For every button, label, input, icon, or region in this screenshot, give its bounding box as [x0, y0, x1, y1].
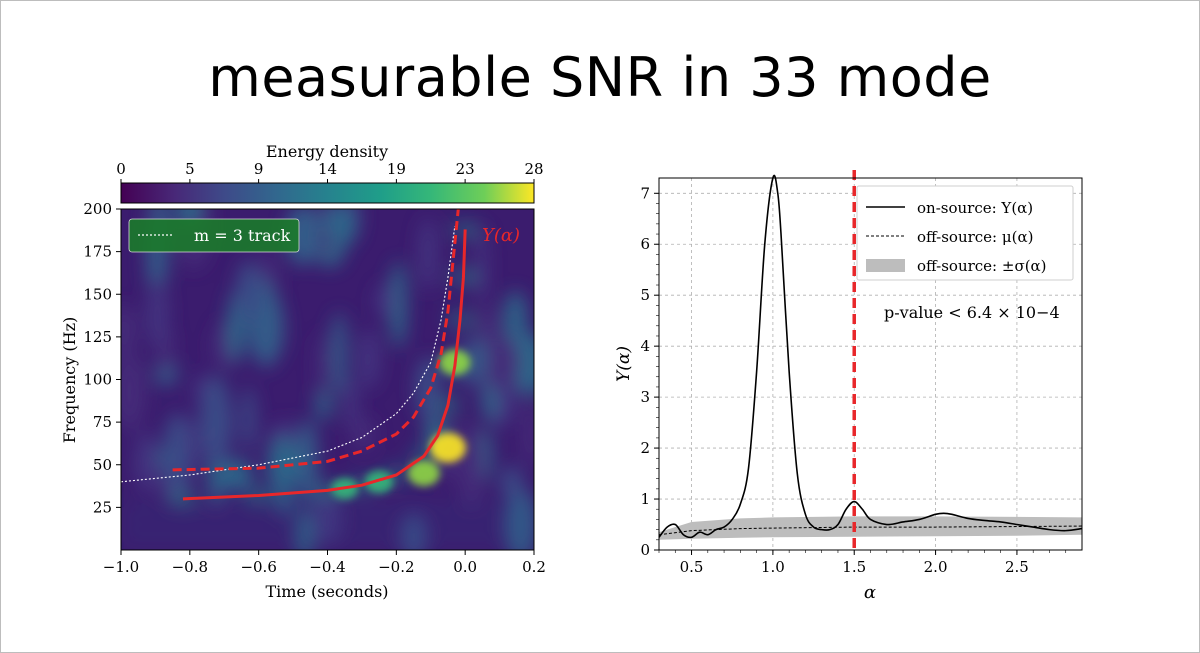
spectrogram-band: [121, 502, 534, 506]
y-alpha-y-label: Y(α): [614, 346, 634, 382]
spectrogram-band: [121, 532, 534, 536]
x-tick-label: −1.0: [103, 558, 139, 576]
y-tick-label: 100: [83, 371, 112, 389]
y-alpha-x-tick-label: 2.5: [1005, 558, 1029, 576]
x-axis-label: Time (seconds): [265, 582, 388, 601]
y-tick-label: 125: [83, 328, 112, 346]
colorbar-tick-label: 5: [185, 160, 195, 178]
spectrogram-chart: Energy density 0 5 9 14 19 23 28 −1.0 −0.8 −0.6 −…: [60, 142, 546, 601]
spectrogram-texture: [199, 380, 233, 466]
y-tick-label: 175: [83, 243, 112, 261]
y-tick-label: 50: [93, 456, 112, 474]
colorbar-tick-label: 9: [254, 160, 264, 178]
y-alpha-solid-track: [182, 229, 467, 501]
colorbar-tick-label: 19: [387, 160, 406, 178]
slide-title: measurable SNR in 33 mode: [208, 46, 992, 109]
y-alpha-x-tick-label: 0.5: [680, 558, 704, 576]
y-alpha-dashed-track: [172, 209, 460, 472]
spectrogram-texture: [522, 399, 534, 468]
y-alpha-x-tick-label: 1.0: [761, 558, 785, 576]
y-alpha-y-tick-label: 3: [640, 388, 650, 406]
legend-box: [128, 218, 300, 253]
spectrogram-texture: [351, 417, 376, 452]
y-alpha-y-tick-label: 2: [640, 439, 650, 457]
y-alpha-x-tick-label: 1.5: [842, 558, 866, 576]
spectrogram-texture: [513, 332, 534, 397]
legend-entry-off-source-mean: off-source: μ(α): [917, 228, 1033, 246]
y-axis-label: Frequency (Hz): [60, 317, 79, 444]
spectrogram-texture: [296, 508, 313, 550]
spectrogram-texture: [146, 278, 169, 348]
on-source-line: [658, 174, 1083, 539]
spectrogram-band: [121, 543, 534, 547]
x-tick-label: −0.4: [309, 558, 345, 576]
spectrogram-texture: [476, 226, 489, 306]
track-annotation: Y(α): [482, 225, 520, 246]
x-tick-label: −0.8: [172, 558, 208, 576]
spectrogram-band: [121, 522, 534, 526]
y-tick-label: 200: [83, 200, 112, 218]
x-tick-label: −0.6: [240, 558, 276, 576]
spectrogram-texture: [486, 335, 520, 390]
y-alpha-x-label: α: [864, 582, 876, 603]
colorbar-label: Energy density: [266, 142, 388, 161]
y-alpha-y-tick-label: 1: [640, 490, 650, 508]
spectrogram-texture: [504, 290, 527, 349]
m3-track-line: [121, 225, 456, 483]
spectrogram-texture: [374, 284, 396, 317]
spectrogram-texture: [121, 352, 146, 432]
colorbar-tick-label: 28: [524, 160, 543, 178]
energy-hotspot: [407, 460, 440, 487]
spectrogram-texture: [358, 328, 380, 390]
energy-hotspot: [364, 470, 394, 494]
x-tick-label: 0.0: [453, 558, 477, 576]
legend-band-marker: [866, 259, 905, 272]
y-tick-label: 25: [93, 498, 112, 516]
y-alpha-y-tick-label: 7: [640, 184, 650, 202]
spectrogram-texture: [418, 216, 438, 291]
legend-entry-off-source-sigma: off-source: ±σ(α): [917, 257, 1047, 275]
y-tick-label: 150: [83, 285, 112, 303]
spectrogram-band: [121, 512, 534, 516]
y-legend-box: [856, 185, 1074, 281]
x-tick-label: −0.2: [378, 558, 414, 576]
y-alpha-y-tick-label: 0: [640, 541, 650, 559]
spectrogram-texture: [390, 261, 407, 349]
off-source-mean-line: [658, 525, 1083, 536]
spectrogram-texture: [483, 383, 498, 422]
spectrogram-texture: [332, 209, 356, 246]
x-tick-label: 0.2: [522, 558, 546, 576]
legend-entry-on-source: on-source: Y(α): [917, 199, 1033, 217]
spectrogram-texture: [400, 512, 428, 550]
spectrogram-texture: [134, 431, 158, 493]
p-value-annotation: p-value < 6.4 × 10−4: [884, 303, 1060, 322]
spectrogram-texture: [242, 385, 256, 452]
y-alpha-y-tick-label: 5: [640, 286, 650, 304]
spectrogram-texture: [236, 260, 261, 323]
colorbar-tick-label: 14: [318, 160, 337, 178]
y-alpha-x-tick-label: 2.0: [924, 558, 948, 576]
energy-hotspot: [429, 432, 466, 463]
spectrogram-texture: [316, 332, 329, 398]
colorbar-tick-label: 0: [116, 160, 126, 178]
off-source-sigma-band: [659, 516, 1082, 540]
spectrogram-texture: [331, 311, 347, 394]
spectrogram-texture: [343, 376, 359, 429]
y-tick-label: 75: [93, 413, 112, 431]
spectrogram-texture: [297, 419, 318, 503]
spectrogram-texture: [121, 304, 137, 359]
y-alpha-y-tick-label: 6: [640, 235, 650, 253]
spectrogram-texture: [500, 466, 523, 500]
y-alpha-y-tick-label: 4: [640, 337, 650, 355]
legend-label: m = 3 track: [194, 226, 291, 245]
colorbar-tick-label: 23: [456, 160, 475, 178]
spectrogram-texture: [478, 305, 497, 348]
